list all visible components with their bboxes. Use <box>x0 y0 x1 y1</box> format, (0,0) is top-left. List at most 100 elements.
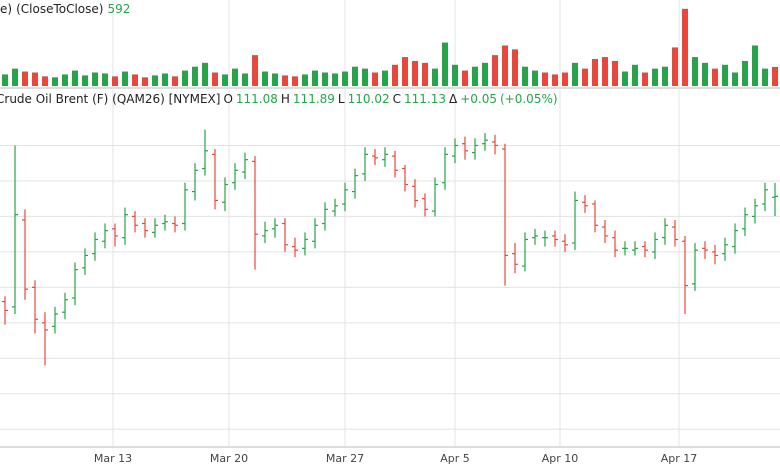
l-value: 110.02 <box>347 92 390 106</box>
volume-bar <box>602 57 608 86</box>
volume-bar <box>12 68 18 86</box>
volume-bar <box>322 72 328 86</box>
volume-bar <box>562 72 568 86</box>
volume-bar <box>62 74 68 86</box>
volume-bar <box>482 62 488 86</box>
volume-bar <box>122 71 128 86</box>
volume-bar <box>452 64 458 86</box>
volume-bar <box>332 73 338 86</box>
c-value: 111.13 <box>404 92 446 106</box>
x-tick-label: Mar 20 <box>210 452 248 465</box>
volume-bar <box>642 72 648 86</box>
volume-bar <box>542 72 548 86</box>
volume-bar <box>42 76 48 86</box>
volume-bar <box>242 73 248 86</box>
volume-bar <box>342 71 348 86</box>
l-label: L <box>337 92 345 106</box>
c-label: C <box>392 92 401 106</box>
volume-bar <box>582 68 588 86</box>
volume-bar <box>262 71 268 86</box>
volume-bar <box>72 70 78 86</box>
volume-bar <box>612 60 618 86</box>
volume-bar <box>102 73 108 86</box>
x-tick-label: Apr 10 <box>542 452 579 465</box>
volume-bar <box>282 75 288 86</box>
volume-bar <box>412 60 418 86</box>
volume-bar <box>772 66 778 86</box>
volume-bar <box>52 77 58 86</box>
volume-bar <box>512 49 518 86</box>
volume-bar <box>2 74 8 86</box>
o-label: O <box>223 92 233 106</box>
h-label: H <box>280 92 290 106</box>
volume-bar <box>222 74 228 86</box>
volume-bar <box>142 77 148 86</box>
volume-bar <box>492 55 498 86</box>
volume-prefix: e) <box>0 2 13 16</box>
volume-bar <box>742 60 748 86</box>
change-label: Δ <box>449 92 458 106</box>
volume-bar <box>392 64 398 86</box>
volume-bar <box>712 68 718 86</box>
volume-bar <box>372 72 378 86</box>
volume-bar <box>352 66 358 86</box>
volume-bar <box>252 55 258 86</box>
volume-title: (CloseToClose) <box>16 2 104 16</box>
volume-bar <box>752 45 758 86</box>
volume-bar <box>172 76 178 86</box>
volume-header: e) (CloseToClose) 592 <box>0 2 130 16</box>
volume-bar <box>192 66 198 86</box>
volume-bar <box>652 68 658 86</box>
volume-bar <box>82 75 88 86</box>
volume-bar <box>672 47 678 86</box>
volume-bar <box>692 57 698 86</box>
volume-bar <box>152 75 158 86</box>
volume-bar <box>272 73 278 86</box>
instrument: Crude Oil Brent (F) (QAM26) [NYMEX] <box>0 92 221 106</box>
x-tick-label: Mar 13 <box>94 452 132 465</box>
volume-bar <box>682 8 688 86</box>
volume-bar <box>92 72 98 86</box>
volume-bar <box>552 74 558 86</box>
volume-bar <box>182 70 188 86</box>
x-tick-label: Apr 5 <box>440 452 470 465</box>
x-tick-label: Mar 27 <box>326 452 364 465</box>
volume-bar <box>472 66 478 86</box>
volume-bar <box>292 76 298 86</box>
volume-bar <box>722 64 728 86</box>
volume-bar <box>312 70 318 86</box>
volume-bar <box>592 58 598 86</box>
volume-bar <box>112 76 118 86</box>
volume-bar <box>162 73 168 86</box>
h-value: 111.89 <box>292 92 335 106</box>
volume-bar <box>462 70 468 86</box>
volume-bar <box>432 68 438 86</box>
price-header: Crude Oil Brent (F) (QAM26) [NYMEX] O 111… <box>0 92 558 106</box>
volume-value: 592 <box>107 2 131 16</box>
volume-bar <box>732 72 738 86</box>
volume-bar <box>32 72 38 86</box>
volume-bar <box>22 71 28 86</box>
volume-bar <box>212 72 218 86</box>
change-pct: (+0.05%) <box>500 92 558 106</box>
volume-bar <box>532 70 538 86</box>
volume-bar <box>762 68 768 86</box>
volume-bar <box>202 62 208 86</box>
volume-bar <box>622 71 628 86</box>
volume-bar <box>362 68 368 86</box>
volume-bar <box>422 62 428 86</box>
volume-bar <box>402 57 408 86</box>
volume-bar <box>502 45 508 86</box>
volume-bar <box>632 64 638 86</box>
change-value: +0.05 <box>460 92 497 106</box>
volume-bar <box>662 66 668 86</box>
volume-bar <box>132 74 138 86</box>
volume-bar <box>382 70 388 86</box>
volume-bar <box>572 62 578 86</box>
volume-bar <box>302 74 308 86</box>
o-value: 111.08 <box>235 92 278 106</box>
volume-bar <box>232 68 238 86</box>
volume-bar <box>702 62 708 86</box>
